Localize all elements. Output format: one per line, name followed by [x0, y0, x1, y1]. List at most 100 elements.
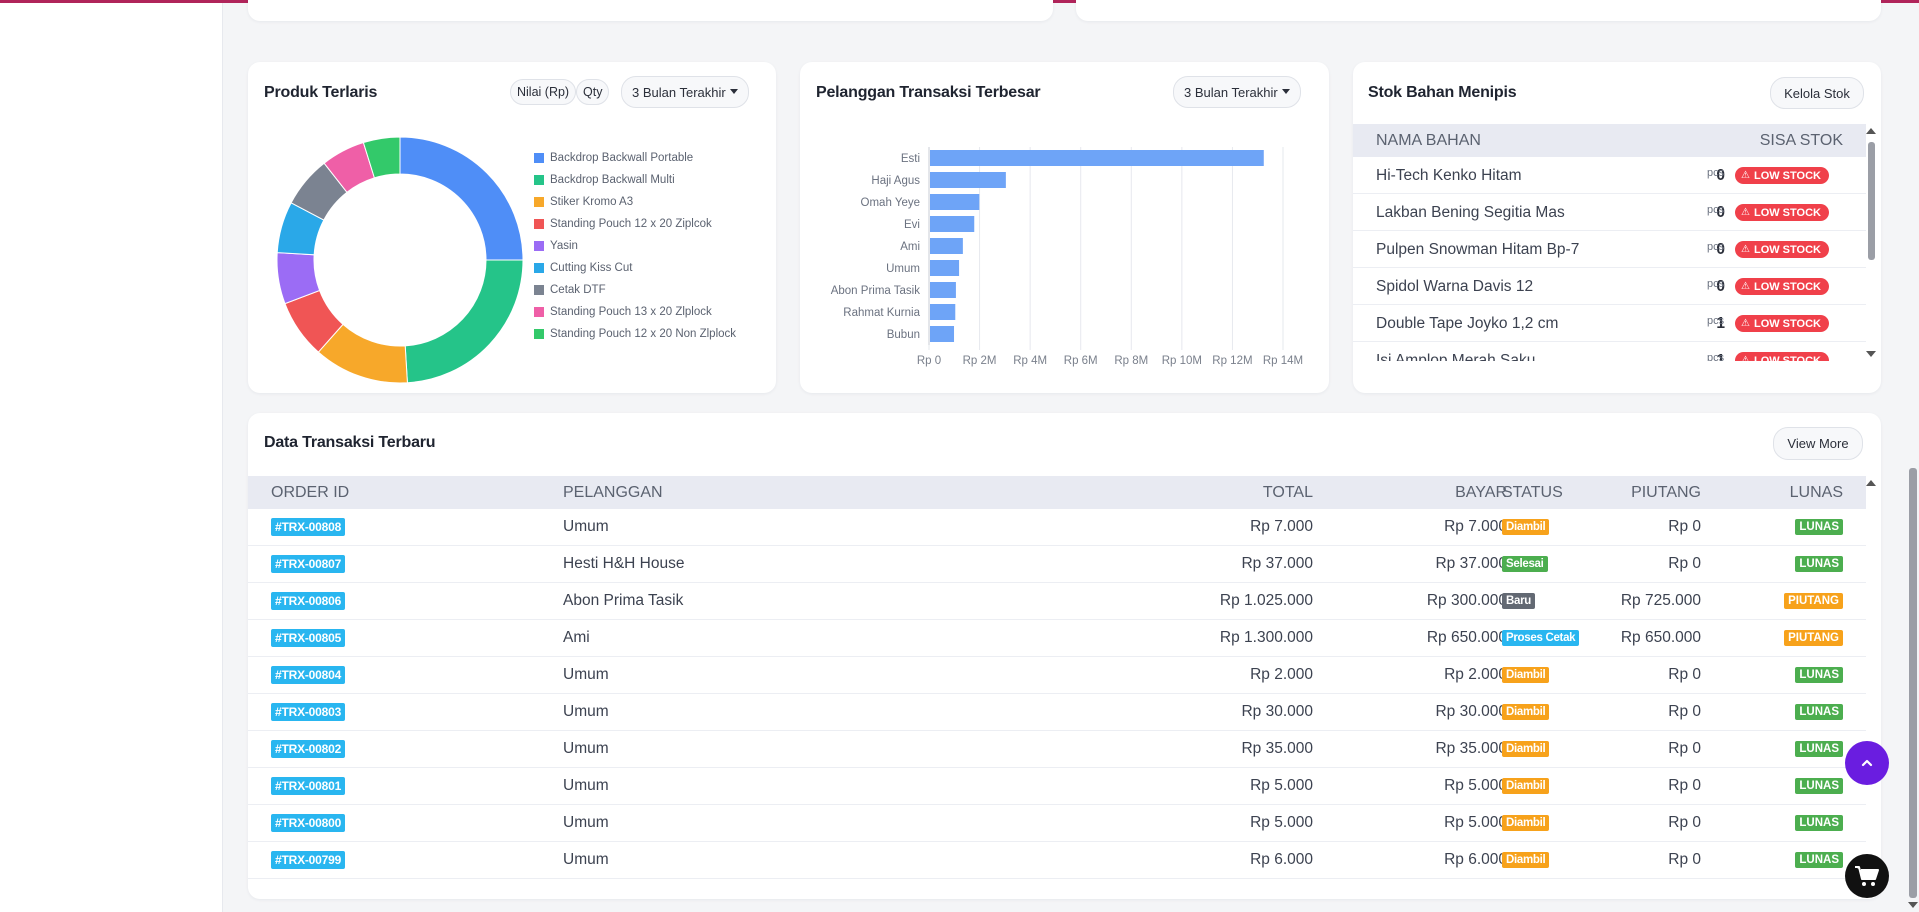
paid-cell: Rp 2.000	[1444, 666, 1507, 683]
order-id-link[interactable]: #TRX-00805	[271, 629, 346, 647]
order-id-link[interactable]: #TRX-00808	[271, 518, 346, 536]
top-card-right	[1076, 0, 1881, 21]
legend-item[interactable]: Backdrop Backwall Portable	[534, 147, 764, 169]
y-tick-label: Rahmat Kurnia	[843, 307, 920, 319]
debt-cell: Rp 725.000	[1620, 592, 1701, 609]
legend-swatch	[534, 219, 544, 229]
bar[interactable]	[930, 260, 960, 276]
order-id-link[interactable]: #TRX-00800	[271, 814, 346, 832]
x-tick-label: Rp 2M	[963, 355, 997, 367]
bar[interactable]	[930, 238, 963, 254]
customer-cell: Umum	[563, 703, 609, 720]
status-cell: Diambil	[1502, 842, 1550, 878]
donut-slice[interactable]	[404, 259, 524, 384]
kelola-stok-button[interactable]: Kelola Stok	[1770, 77, 1864, 109]
order-id-link[interactable]: #TRX-00804	[271, 666, 346, 684]
order-id-cell: #TRX-00805	[271, 620, 346, 656]
bar[interactable]	[930, 216, 975, 232]
produk-terlaris-card: Produk Terlaris Nilai (Rp) Qty 3 Bulan T…	[248, 62, 776, 393]
scroll-top-button[interactable]	[1845, 741, 1889, 785]
legend-item[interactable]: Standing Pouch 12 x 20 Non Zlplock	[534, 323, 764, 345]
low-stock-label: LOW STOCK	[1753, 317, 1821, 330]
warning-triangle-icon: ⚠	[1741, 281, 1750, 292]
bar[interactable]	[930, 150, 1264, 166]
table-row[interactable]: #TRX-00804 Umum Rp 2.000 Rp 2.000 Rp 0 Diambi…	[248, 657, 1866, 694]
order-id-link[interactable]: #TRX-00806	[271, 592, 346, 610]
status-cell: Diambil	[1502, 805, 1550, 841]
order-id-link[interactable]: #TRX-00803	[271, 703, 346, 721]
table-row[interactable]: #TRX-00802 Umum Rp 35.000 Rp 35.000 Rp 0 Diam…	[248, 731, 1866, 768]
cart-button[interactable]	[1845, 854, 1889, 898]
lunas-cell: LUNAS	[1795, 768, 1843, 804]
table-row[interactable]: #TRX-00805 Ami Rp 1.300.000 Rp 650.000 Rp 65…	[248, 620, 1866, 657]
status-cell: Diambil	[1502, 768, 1550, 804]
toggle-nilai-button[interactable]: Nilai (Rp)	[510, 79, 577, 105]
stok-list[interactable]: Hi-Tech Kenko Hitam 0 pcs ⚠ LOW STOCK Lak…	[1353, 157, 1866, 361]
payment-status-badge: LUNAS	[1795, 556, 1843, 572]
legend-item[interactable]: Standing Pouch 13 x 20 Zlplock	[534, 301, 764, 323]
view-more-button[interactable]: View More	[1773, 427, 1863, 460]
scroll-up-icon[interactable]	[1866, 128, 1876, 134]
donut-slice[interactable]	[362, 136, 401, 179]
y-tick-label: Bubun	[887, 329, 920, 341]
donut-slice[interactable]	[399, 136, 524, 261]
legend-item[interactable]: Cutting Kiss Cut	[534, 257, 764, 279]
chevron-up-icon	[1861, 759, 1873, 767]
legend-item[interactable]: Yasin	[534, 235, 764, 257]
customer-cell: Umum	[563, 518, 609, 535]
stok-row: Isi Amplop Merah Saku 1 pcs ⚠ LOW STOCK	[1353, 342, 1866, 361]
table-scroll-up-icon[interactable]	[1866, 480, 1876, 486]
total-cell: Rp 1.025.000	[1219, 592, 1313, 609]
bar[interactable]	[930, 194, 980, 210]
y-tick-label: Ami	[900, 241, 920, 253]
debt-cell: Rp 0	[1668, 777, 1701, 794]
legend-item[interactable]: Standing Pouch 12 x 20 Ziplcok	[534, 213, 764, 235]
status-badge: Diambil	[1502, 741, 1550, 757]
order-id-cell: #TRX-00806	[271, 583, 346, 619]
status-cell: Baru	[1502, 583, 1536, 619]
stok-row: Hi-Tech Kenko Hitam 0 pcs ⚠ LOW STOCK	[1353, 157, 1866, 194]
page-scrollbar-thumb[interactable]	[1909, 468, 1917, 898]
table-row[interactable]: #TRX-00807 Hesti H&H House Rp 37.000 Rp 37.…	[248, 546, 1866, 583]
order-id-link[interactable]: #TRX-00807	[271, 555, 346, 573]
page-scroll-down-icon[interactable]	[1908, 902, 1918, 908]
table-row[interactable]: #TRX-00803 Umum Rp 30.000 Rp 30.000 Rp 0 Diam…	[248, 694, 1866, 731]
low-stock-badge: ⚠ LOW STOCK	[1735, 278, 1829, 295]
toggle-qty-button[interactable]: Qty	[576, 79, 610, 105]
bar[interactable]	[930, 172, 1006, 188]
scroll-down-icon[interactable]	[1866, 351, 1876, 357]
legend-label: Yasin	[550, 240, 578, 252]
legend-item[interactable]: Backdrop Backwall Multi	[534, 169, 764, 191]
total-cell: Rp 5.000	[1250, 777, 1313, 794]
paid-cell: Rp 6.000	[1444, 851, 1507, 868]
stok-table-header: NAMA BAHAN SISA STOK	[1353, 124, 1866, 157]
table-row[interactable]: #TRX-00799 Umum Rp 6.000 Rp 6.000 Rp 0 Diambi…	[248, 842, 1866, 879]
low-stock-label: LOW STOCK	[1753, 280, 1821, 293]
table-row[interactable]: #TRX-00808 Umum Rp 7.000 Rp 7.000 Rp 0 Diambi…	[248, 509, 1866, 546]
order-id-link[interactable]: #TRX-00801	[271, 777, 346, 795]
warning-triangle-icon: ⚠	[1741, 244, 1750, 255]
pelanggan-period-label: 3 Bulan Terakhir	[1184, 84, 1278, 100]
bar[interactable]	[930, 304, 956, 320]
bar[interactable]	[930, 282, 956, 298]
status-cell: Selesai	[1502, 546, 1548, 582]
legend-item[interactable]: Cetak DTF	[534, 279, 764, 301]
order-id-link[interactable]: #TRX-00799	[271, 851, 346, 869]
paid-cell: Rp 5.000	[1444, 814, 1507, 831]
pelanggan-period-dropdown[interactable]: 3 Bulan Terakhir	[1173, 76, 1301, 108]
stok-title: Stok Bahan Menipis	[1368, 84, 1517, 101]
stok-col-name: NAMA BAHAN	[1376, 131, 1481, 149]
payment-status-badge: PIUTANG	[1784, 630, 1843, 646]
paid-cell: Rp 5.000	[1444, 777, 1507, 794]
table-row[interactable]: #TRX-00806 Abon Prima Tasik Rp 1.025.000 Rp…	[248, 583, 1866, 620]
table-row[interactable]: #TRX-00801 Umum Rp 5.000 Rp 5.000 Rp 0 Diambi…	[248, 768, 1866, 805]
legend-item[interactable]: Stiker Kromo A3	[534, 191, 764, 213]
order-id-link[interactable]: #TRX-00802	[271, 740, 346, 758]
status-badge: Diambil	[1502, 519, 1550, 535]
column-header: PELANGGAN	[563, 483, 663, 501]
table-row[interactable]: #TRX-00800 Umum Rp 5.000 Rp 5.000 Rp 0 Diambi…	[248, 805, 1866, 842]
bar[interactable]	[930, 326, 955, 342]
paid-cell: Rp 30.000	[1435, 703, 1507, 720]
stok-scrollbar-thumb[interactable]	[1868, 142, 1875, 260]
produk-period-dropdown[interactable]: 3 Bulan Terakhir	[621, 76, 749, 108]
